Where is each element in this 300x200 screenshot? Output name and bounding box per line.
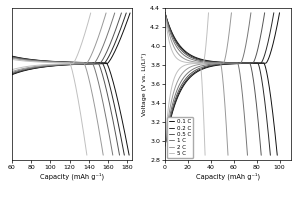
X-axis label: Capacity (mAh g⁻¹): Capacity (mAh g⁻¹) [40,173,104,180]
X-axis label: Capacity (mAh g⁻¹): Capacity (mAh g⁻¹) [196,173,260,180]
Y-axis label: Voltage (V vs. Li/Li⁺): Voltage (V vs. Li/Li⁺) [142,52,147,116]
Legend: 0.1 C, 0.2 C, 0.5 C, 1 C, 2 C, 5 C: 0.1 C, 0.2 C, 0.5 C, 1 C, 2 C, 5 C [167,117,193,158]
